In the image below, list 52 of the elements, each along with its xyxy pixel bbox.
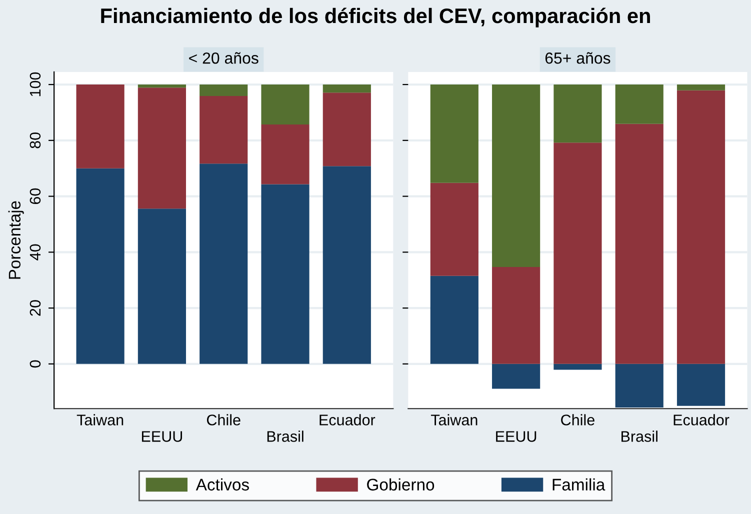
bar (615, 364, 664, 408)
text: Financiamiento de los déficits del CEV, comparación en (101, 8, 650, 28)
bar (492, 84, 540, 267)
bar (492, 266, 540, 364)
y-tick-label: 60 (30, 188, 41, 204)
y-tick-label: 0 (30, 360, 41, 368)
bar (615, 124, 664, 364)
bar (76, 84, 124, 168)
x-tick-label: Chile (206, 414, 240, 426)
bar (554, 142, 602, 364)
y-tick-label: 40 (30, 244, 41, 260)
bar (138, 208, 186, 364)
chart-title: 65+ años (545, 52, 610, 64)
bar (430, 276, 478, 364)
x-tick-label: Ecuador (674, 414, 730, 426)
y-tick-label: 20 (30, 300, 41, 316)
bar (261, 184, 310, 364)
y-tick-label: 80 (30, 132, 41, 148)
bar (554, 84, 602, 143)
bar (261, 124, 310, 184)
bar (200, 84, 248, 96)
bar (492, 364, 540, 389)
y-axis-title: Porcentaje (8, 201, 24, 279)
x-tick-label: EEUU (142, 431, 182, 442)
x-tick-label: Ecuador (320, 414, 376, 426)
bar (261, 84, 310, 124)
x-tick-label: Brasil (622, 430, 658, 442)
bar (200, 96, 248, 164)
bar (138, 84, 186, 88)
bar (615, 84, 664, 124)
y-tick-label: 100 (30, 72, 41, 96)
bar (430, 182, 478, 276)
x-tick-label: EEUU (496, 431, 536, 442)
x-tick-label: Brasil (267, 430, 304, 442)
bar (430, 84, 478, 183)
legend-label: Familia (552, 478, 606, 491)
legend-label: Gobierno (367, 478, 434, 491)
bar (322, 92, 371, 166)
legend-label: Activos (196, 478, 249, 491)
bar (676, 364, 726, 406)
bar (322, 84, 371, 93)
x-tick-label: Taiwan (430, 414, 478, 426)
bar (676, 84, 726, 90)
bar (200, 164, 248, 364)
chart-title: < 20 años (189, 52, 258, 64)
bar (676, 90, 726, 364)
bar (76, 168, 124, 364)
bar (138, 88, 186, 209)
bar (322, 166, 371, 364)
x-tick-label: Chile (561, 414, 594, 426)
x-tick-label: Taiwan (76, 414, 124, 426)
bar (554, 364, 602, 370)
